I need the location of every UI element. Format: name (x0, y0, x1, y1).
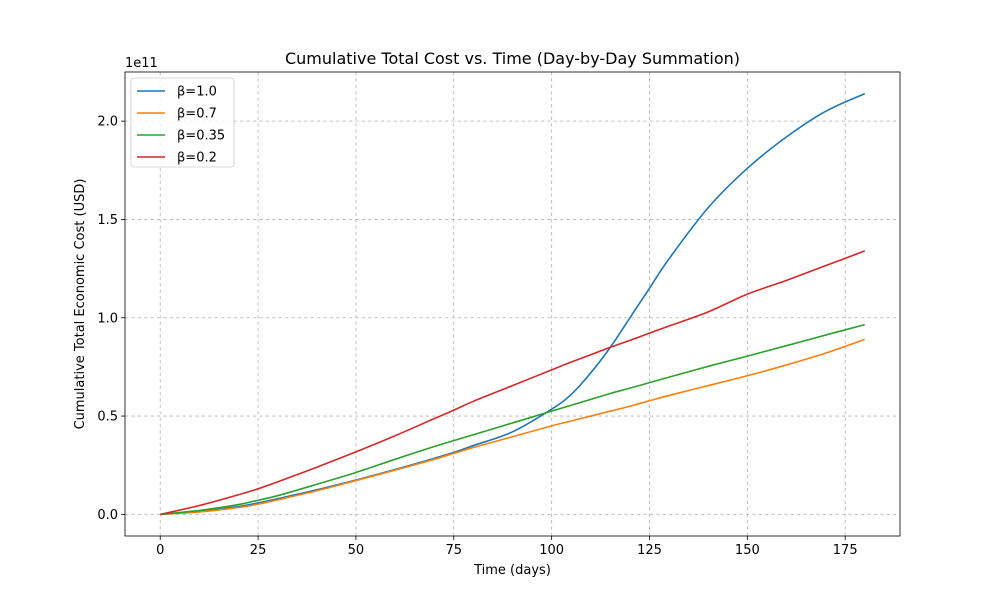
x-axis-label: Time (days) (473, 563, 551, 578)
y-tick-label: 1.0 (97, 311, 118, 326)
x-tick-label: 150 (735, 543, 760, 558)
axis-ticks: 0 25 50 75 100 125 150 175 0.0 0.5 1.0 1.5 2.0 (97, 115, 857, 558)
legend: β=1.0 β=0.7 β=0.35 β=0.2 (130, 77, 235, 168)
legend-label-4: β=0.2 (177, 151, 217, 166)
legend-box (130, 77, 235, 168)
series-line-1 (160, 92, 866, 516)
y-tick-label: 0.0 (97, 508, 118, 523)
y-axis-label: Cumulative Total Economic Cost (USD) (73, 179, 88, 430)
x-tick-label: 0 (156, 543, 164, 558)
y-tick-label: 1.5 (97, 213, 118, 228)
x-tick-label: 75 (446, 543, 463, 558)
x-tick-label: 125 (637, 543, 662, 558)
series-line-2 (160, 338, 866, 516)
series-line-4 (160, 250, 866, 516)
legend-label-2: β=0.7 (177, 107, 217, 122)
x-tick-label: 175 (833, 543, 858, 558)
y-tick-label: 2.0 (97, 115, 118, 130)
x-tick-label: 25 (250, 543, 267, 558)
x-tick-label: 50 (348, 543, 365, 558)
series-line-3 (160, 323, 865, 516)
legend-label-3: β=0.35 (177, 129, 225, 144)
y-axis-offset-label: 1e11 (125, 56, 158, 71)
chart-title: Cumulative Total Cost vs. Time (Day-by-D… (285, 49, 740, 68)
x-tick-label: 100 (539, 543, 564, 558)
plot-area-frame (124, 71, 901, 537)
plot-lines (160, 92, 866, 516)
legend-label-1: β=1.0 (177, 85, 217, 100)
y-tick-label: 0.5 (97, 410, 118, 425)
grid (125, 72, 900, 536)
